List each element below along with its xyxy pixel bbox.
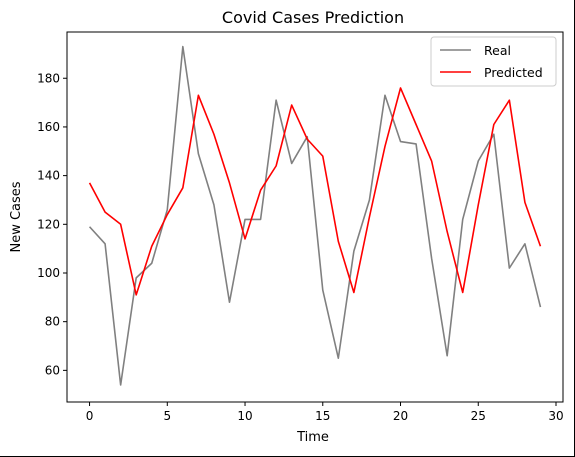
x-tick-label: 5 <box>163 409 171 423</box>
x-tick-label: 0 <box>86 409 94 423</box>
x-tick-label: 20 <box>393 409 408 423</box>
legend-label-predicted: Predicted <box>484 65 543 80</box>
y-tick-label: 180 <box>37 71 60 85</box>
legend-label-real: Real <box>484 43 511 58</box>
series-lines <box>88 45 542 386</box>
y-tick-label: 140 <box>37 169 60 183</box>
x-axis-ticks: 0 5 10 15 20 25 30 <box>86 402 564 423</box>
y-tick-label: 60 <box>45 363 60 377</box>
x-tick-label: 30 <box>548 409 563 423</box>
legend: Real Predicted <box>430 36 557 87</box>
x-tick-label: 25 <box>471 409 486 423</box>
y-axis-ticks: 60 80 100 120 140 160 180 <box>37 71 67 377</box>
series-line-predicted <box>88 87 542 296</box>
x-tick-label: 15 <box>315 409 330 423</box>
y-tick-label: 100 <box>37 266 60 280</box>
y-tick-label: 160 <box>37 120 60 134</box>
y-axis-title: New Cases <box>9 181 24 252</box>
chart-title: Covid Cases Prediction <box>222 8 404 27</box>
plot-frame <box>66 31 564 403</box>
x-tick-label: 10 <box>237 409 252 423</box>
x-axis-title: Time <box>296 430 329 445</box>
y-tick-label: 120 <box>37 217 60 231</box>
y-tick-label: 80 <box>45 315 60 329</box>
